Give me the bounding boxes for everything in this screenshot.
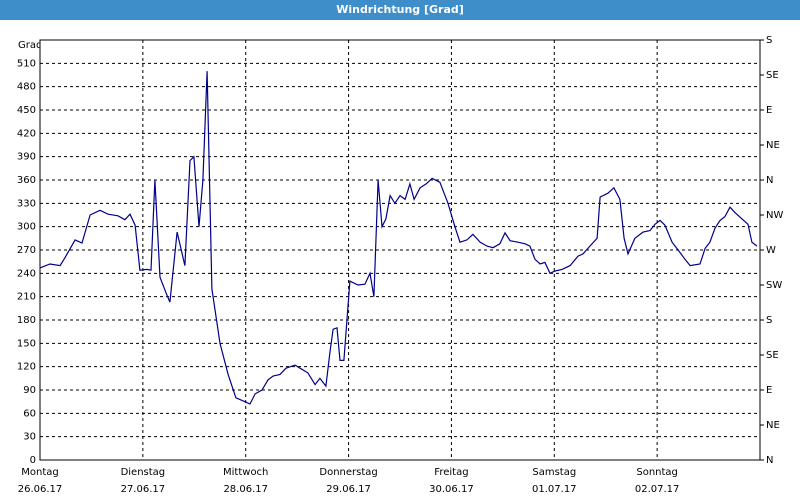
y-tick-label: 60 [23,408,36,419]
y-tick-label: 480 [17,82,36,93]
y-tick-label: 390 [17,152,36,163]
y2-tick-label: S [766,35,772,46]
chart-title: Windrichtung [Grad] [336,3,464,16]
y-tick-label: 0 [30,455,36,466]
y2-tick-label: N [766,175,773,186]
y-tick-label: 270 [17,245,36,256]
x-tick-date: 28.06.17 [223,484,268,495]
x-tick-label: Donnerstag [319,467,377,478]
title-bar [0,0,800,20]
x-tick-label: Mittwoch [223,467,268,478]
x-tick-label: Freitag [434,467,468,478]
x-tick-date: 02.07.17 [635,484,680,495]
y2-tick-label: S [766,315,772,326]
y2-tick-label: W [766,245,776,256]
y2-tick-label: SE [766,70,779,81]
x-tick-label: Dienstag [121,467,166,478]
y-tick-label: 90 [23,385,36,396]
x-tick-label: Sonntag [636,467,678,478]
y2-tick-label: E [766,105,772,116]
y-tick-label: 330 [17,198,36,209]
x-tick-date: 01.07.17 [532,484,577,495]
y2-tick-label: NE [766,420,780,431]
y-axis-label: Grad [18,40,42,51]
x-tick-label: Samstag [532,467,576,478]
x-tick-date: 26.06.17 [18,484,63,495]
y-tick-label: 450 [17,105,36,116]
y-tick-label: 360 [17,175,36,186]
x-tick-label: Montag [21,467,58,478]
y-tick-label: 510 [17,58,36,69]
y-tick-label: 300 [17,222,36,233]
x-tick-date: 27.06.17 [121,484,166,495]
y2-tick-label: SE [766,350,779,361]
y-tick-label: 240 [17,268,36,279]
y-tick-label: 210 [17,292,36,303]
y-tick-label: 30 [23,432,36,443]
y2-tick-label: N [766,455,773,466]
y-tick-label: 180 [17,315,36,326]
y2-tick-label: SW [766,280,782,291]
data-line [39,71,758,405]
y-tick-label: 150 [17,338,36,349]
y2-tick-label: NW [766,210,783,221]
y-tick-label: 120 [17,362,36,373]
y2-tick-label: E [766,385,772,396]
x-tick-date: 29.06.17 [326,484,371,495]
x-tick-date: 30.06.17 [429,484,474,495]
y2-tick-label: NE [766,140,780,151]
y-tick-label: 420 [17,128,36,139]
